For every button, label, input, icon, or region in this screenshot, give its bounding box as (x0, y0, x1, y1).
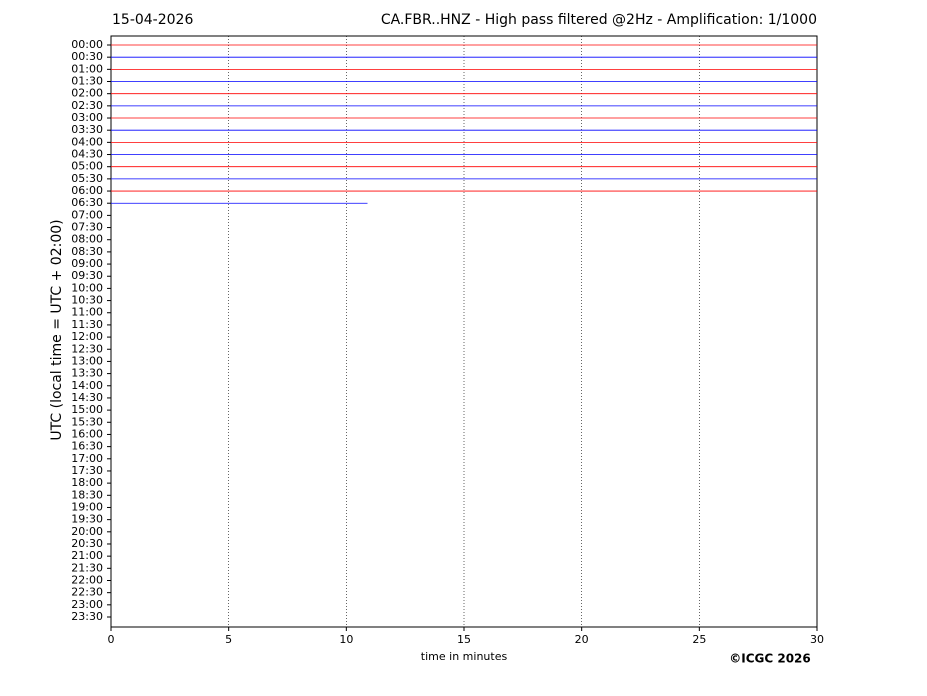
y-tick-label: 13:00 (71, 354, 103, 367)
y-tick-label: 23:30 (71, 610, 103, 623)
y-tick-label: 01:30 (71, 75, 103, 88)
y-tick-label: 10:30 (71, 294, 103, 307)
y-tick-label: 19:30 (71, 513, 103, 526)
y-tick-label: 14:30 (71, 391, 103, 404)
chart-title: CA.FBR..HNZ - High pass filtered @2Hz - … (381, 12, 817, 28)
y-tick-label: 08:00 (71, 233, 103, 246)
y-tick-label: 00:00 (71, 38, 103, 51)
y-tick-label: 18:00 (71, 476, 103, 489)
x-tick-label: 20 (575, 633, 589, 646)
y-tick-label: 10:00 (71, 281, 103, 294)
y-tick-label: 21:30 (71, 561, 103, 574)
x-axis-label: time in minutes (421, 650, 508, 663)
y-tick-label: 06:00 (71, 184, 103, 197)
y-tick-label: 23:00 (71, 598, 103, 611)
x-tick-label: 25 (692, 633, 706, 646)
date-title: 15-04-2026 (112, 12, 193, 28)
x-tick-label: 30 (810, 633, 824, 646)
x-tick-label: 5 (225, 633, 232, 646)
y-tick-label: 18:30 (71, 488, 103, 501)
y-tick-label: 16:30 (71, 440, 103, 453)
y-tick-label: 14:00 (71, 379, 103, 392)
y-tick-label: 19:00 (71, 500, 103, 513)
y-tick-label: 17:30 (71, 464, 103, 477)
y-tick-label: 07:30 (71, 221, 103, 234)
y-tick-label: 03:30 (71, 123, 103, 136)
y-tick-label: 11:00 (71, 306, 103, 319)
y-tick-label: 15:00 (71, 403, 103, 416)
y-tick-label: 06:30 (71, 196, 103, 209)
y-tick-label: 02:00 (71, 87, 103, 100)
y-tick-label: 07:00 (71, 208, 103, 221)
y-tick-label: 09:00 (71, 257, 103, 270)
y-tick-label: 12:30 (71, 342, 103, 355)
y-tick-label: 05:00 (71, 160, 103, 173)
y-tick-label: 17:00 (71, 452, 103, 465)
y-tick-label: 04:30 (71, 148, 103, 161)
y-tick-label: 22:00 (71, 573, 103, 586)
y-tick-label: 22:30 (71, 586, 103, 599)
y-tick-label: 02:30 (71, 99, 103, 112)
y-tick-label: 12:00 (71, 330, 103, 343)
y-tick-label: 20:00 (71, 525, 103, 538)
x-tick-label: 0 (108, 633, 115, 646)
y-tick-label: 00:30 (71, 50, 103, 63)
y-tick-label: 05:30 (71, 172, 103, 185)
y-tick-label: 08:30 (71, 245, 103, 258)
y-tick-label: 20:30 (71, 537, 103, 550)
y-tick-label: 21:00 (71, 549, 103, 562)
plot-frame (110, 35, 818, 628)
y-tick-label: 04:00 (71, 135, 103, 148)
y-tick-label: 11:30 (71, 318, 103, 331)
y-tick-label: 01:00 (71, 62, 103, 75)
y-tick-label: 15:30 (71, 415, 103, 428)
x-tick-label: 10 (339, 633, 353, 646)
x-tick-label: 15 (457, 633, 471, 646)
y-tick-label: 03:00 (71, 111, 103, 124)
y-axis-label: UTC (local time = UTC + 02:00) (49, 219, 65, 440)
y-tick-label: 09:30 (71, 269, 103, 282)
copyright: ©ICGC 2026 (729, 652, 811, 666)
y-tick-label: 16:00 (71, 427, 103, 440)
y-tick-label: 13:30 (71, 367, 103, 380)
